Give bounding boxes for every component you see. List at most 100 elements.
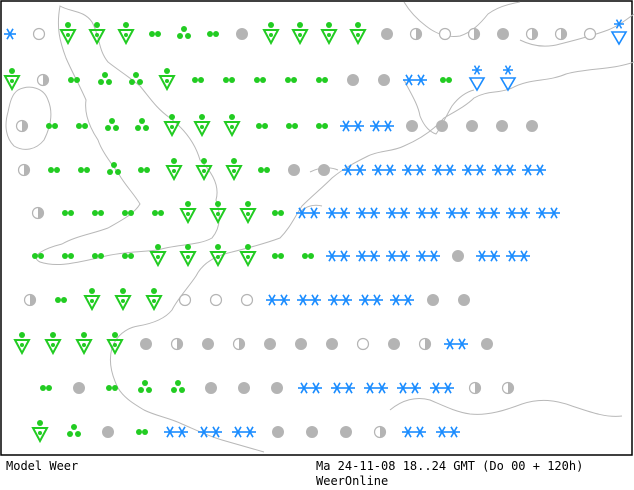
dots-light-rain-icon (316, 77, 328, 83)
dots-light-rain-icon (192, 77, 204, 83)
half-cloudy-icon (17, 163, 31, 177)
rain-shower-triangle-icon (59, 22, 77, 46)
clear-icon (583, 27, 597, 41)
heavy-snow-icon (298, 382, 322, 394)
overcast-icon (481, 338, 493, 350)
rain-shower-triangle-icon (44, 332, 62, 356)
rain-shower-triangle-icon (291, 22, 309, 46)
heavy-snow-icon (364, 382, 388, 394)
overcast-icon (388, 338, 400, 350)
dots-light-rain-icon (285, 77, 297, 83)
dots-light-rain-icon (62, 210, 74, 216)
heavy-snow-icon (397, 382, 421, 394)
rain-shower-triangle-icon (117, 22, 135, 46)
heavy-showers-icon (177, 26, 191, 39)
dots-light-rain-icon (272, 253, 284, 259)
heavy-snow-icon (266, 294, 290, 306)
rain-shower-triangle-icon (195, 158, 213, 182)
heavy-snow-icon (359, 294, 383, 306)
forecast-symbols (3, 19, 628, 444)
continent-coast (109, 61, 634, 453)
overcast-icon (326, 338, 338, 350)
snow-light-icon (4, 28, 16, 40)
rain-shower-triangle-icon (179, 244, 197, 268)
half-cloudy-icon (554, 27, 568, 41)
heavy-snow-icon (536, 207, 560, 219)
rain-shower-triangle-icon (223, 114, 241, 138)
heavy-snow-icon (432, 164, 456, 176)
rain-shower-triangle-icon (209, 201, 227, 225)
overcast-icon (427, 294, 439, 306)
half-cloudy-icon (501, 381, 515, 395)
dots-light-rain-icon (92, 253, 104, 259)
heavy-snow-icon (164, 426, 188, 438)
map-footer: Model Weer Ma 24-11-08 18..24 GMT (Do 00… (0, 456, 634, 490)
heavy-snow-icon (356, 250, 380, 262)
dots-light-rain-icon (272, 210, 284, 216)
overcast-icon (236, 28, 248, 40)
overcast-icon (272, 426, 284, 438)
snow-shower-icon (499, 65, 517, 92)
half-cloudy-icon (23, 293, 37, 307)
heavy-snow-icon (446, 207, 470, 219)
rain-shower-triangle-icon (88, 22, 106, 46)
heavy-snow-icon (331, 382, 355, 394)
overcast-icon (406, 120, 418, 132)
dots-light-rain-icon (149, 31, 161, 37)
southern-coast (389, 397, 623, 417)
dots-light-rain-icon (106, 385, 118, 391)
overcast-icon (73, 382, 85, 394)
half-cloudy-icon (525, 27, 539, 41)
dots-light-rain-icon (254, 77, 266, 83)
overcast-icon (140, 338, 152, 350)
dots-light-rain-icon (78, 167, 90, 173)
clear-icon (240, 293, 254, 307)
heavy-showers-icon (107, 162, 121, 175)
rain-shower-triangle-icon (239, 244, 257, 268)
dots-light-rain-icon (286, 123, 298, 129)
dots-light-rain-icon (46, 123, 58, 129)
jutland-coast (403, 79, 475, 135)
rain-shower-triangle-icon (349, 22, 367, 46)
dots-light-rain-icon (32, 253, 44, 259)
half-cloudy-icon (409, 27, 423, 41)
heavy-snow-icon (326, 207, 350, 219)
heavy-showers-icon (105, 118, 119, 131)
dots-light-rain-icon (302, 253, 314, 259)
overcast-icon (381, 28, 393, 40)
dots-light-rain-icon (48, 167, 60, 173)
half-cloudy-icon (170, 337, 184, 351)
overcast-icon (318, 164, 330, 176)
dots-light-rain-icon (68, 77, 80, 83)
overcast-icon (526, 120, 538, 132)
source-label: WeerOnline (316, 474, 389, 488)
dots-light-rain-icon (122, 253, 134, 259)
heavy-snow-icon (328, 294, 352, 306)
overcast-icon (340, 426, 352, 438)
half-cloudy-icon (15, 119, 29, 133)
overcast-icon (497, 28, 509, 40)
clear-icon (32, 27, 46, 41)
heavy-snow-icon (522, 164, 546, 176)
heavy-snow-icon (296, 207, 320, 219)
heavy-snow-icon (506, 250, 530, 262)
dots-light-rain-icon (223, 77, 235, 83)
overcast-icon (378, 74, 390, 86)
overcast-icon (295, 338, 307, 350)
dots-light-rain-icon (76, 123, 88, 129)
rain-shower-triangle-icon (179, 201, 197, 225)
baltic-coast (519, 13, 634, 47)
overcast-icon (436, 120, 448, 132)
dots-light-rain-icon (152, 210, 164, 216)
half-cloudy-icon (232, 337, 246, 351)
dots-light-rain-icon (55, 297, 67, 303)
overcast-icon (458, 294, 470, 306)
overcast-icon (238, 382, 250, 394)
dots-light-rain-icon (40, 385, 52, 391)
heavy-snow-icon (436, 426, 460, 438)
timestamp-label: Ma 24-11-08 18..24 GMT (Do 00 + 120h) (316, 459, 584, 473)
heavy-snow-icon (506, 207, 530, 219)
coastline-layer (5, 1, 634, 453)
heavy-snow-icon (476, 207, 500, 219)
